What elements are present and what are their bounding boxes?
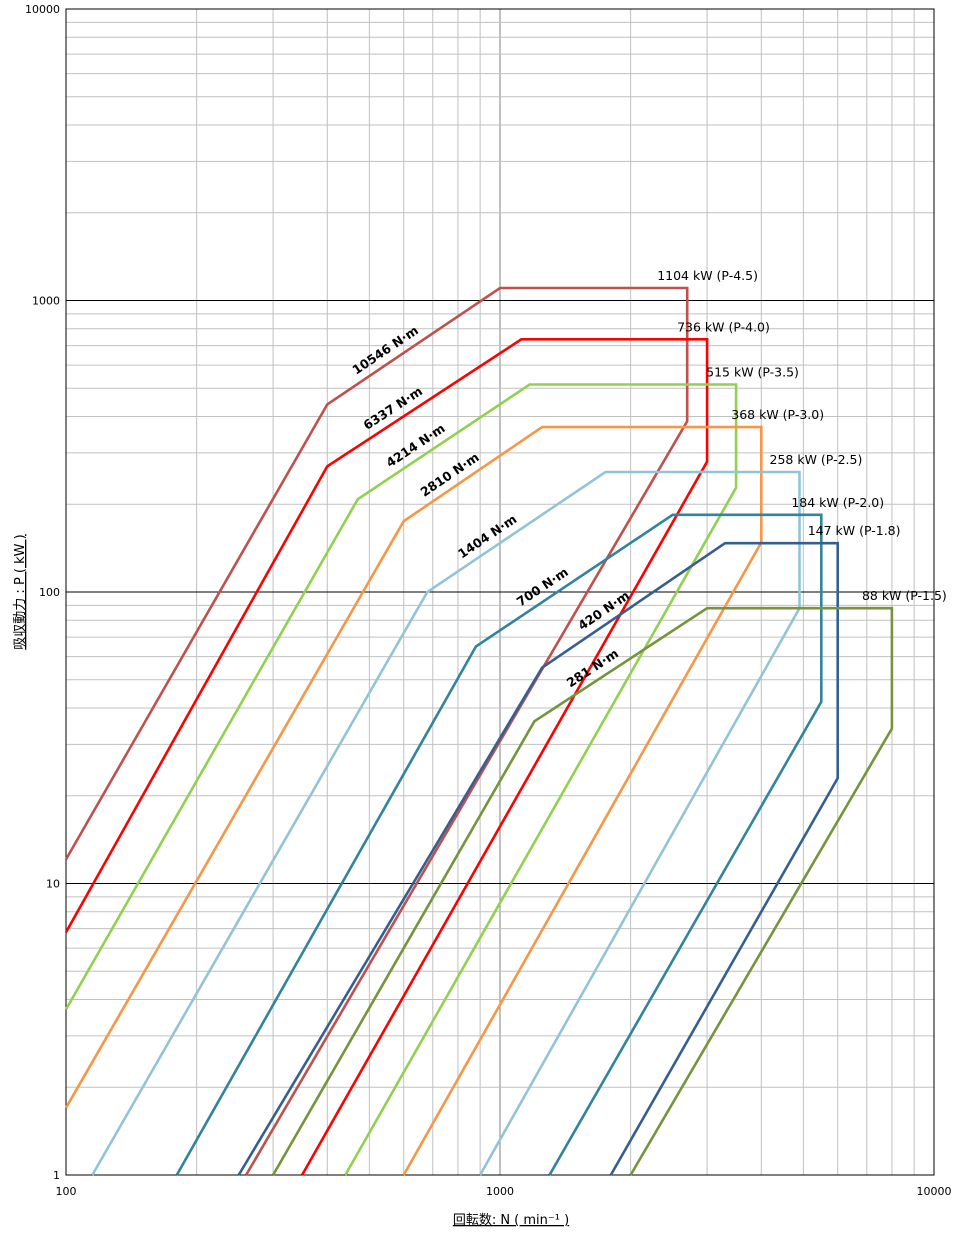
series-line (175, 513, 823, 1176)
y-tick-label: 1 (53, 1169, 60, 1182)
series-power-label: 258 kW (P-2.5) (770, 452, 863, 467)
y-tick-label: 10000 (25, 3, 60, 16)
label-layer: 1104 kW (P-4.5)10546 N·m 736 kW (P-4.0)63… (349, 268, 946, 690)
series-power-label: 736 kW (P-4.0) (677, 319, 770, 334)
y-axis-title: 吸収動力 : P ( kW ) (13, 534, 28, 649)
x-axis-title: 回転数: N ( min⁻¹ ) (453, 1213, 569, 1228)
series-line (271, 606, 894, 1176)
series-line (64, 425, 763, 1176)
y-tick-label: 10 (46, 878, 60, 891)
series-line (64, 286, 689, 1176)
series-line (64, 337, 709, 1176)
series-power-label: 88 kW (P-1.5) (862, 588, 947, 603)
series-line (91, 470, 801, 1176)
x-tick-label: 10000 (917, 1185, 952, 1198)
y-tick-label: 1000 (32, 295, 60, 308)
series-power-label: 184 kW (P-2.0) (791, 495, 884, 510)
x-tick-label: 100 (56, 1185, 77, 1198)
series-line (237, 541, 840, 1176)
x-tick-label: 1000 (486, 1185, 514, 1198)
series-layer (64, 286, 894, 1176)
series-power-label: 1104 kW (P-4.5) (657, 268, 758, 283)
series-power-label: 147 kW (P-1.8) (808, 523, 901, 538)
axis-layer: 回転数: N ( min⁻¹ ) 吸収動力 : P ( kW ) 100 1000… (13, 3, 952, 1228)
plot-border (65, 8, 935, 1176)
series-power-label: 368 kW (P-3.0) (731, 407, 824, 422)
y-tick-label: 100 (39, 586, 60, 599)
grid-layer (65, 8, 935, 1176)
series-line (64, 383, 738, 1176)
series-power-label: 515 kW (P-3.5) (706, 365, 799, 380)
